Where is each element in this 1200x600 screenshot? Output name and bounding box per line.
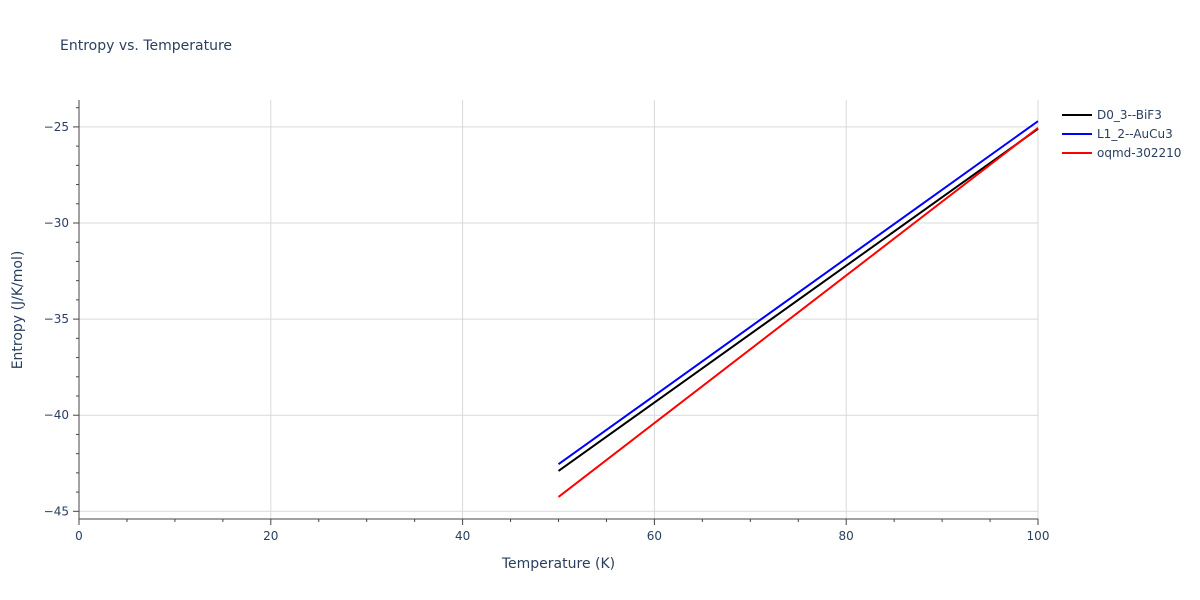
legend-item[interactable]: L1_2--AuCu3 [1062, 127, 1173, 141]
series-line-L1_2--AuCu3 [557, 120, 1039, 466]
y-tick-label: −40 [44, 408, 69, 422]
y-tick-label: −30 [44, 216, 69, 230]
y-tick-label: −45 [44, 504, 69, 518]
x-tick-label: 60 [647, 529, 662, 543]
legend-item[interactable]: D0_3--BiF3 [1062, 108, 1162, 122]
legend[interactable]: D0_3--BiF3 L1_2--AuCu3 oqmd-302210 [1062, 108, 1181, 160]
y-tick-label: −25 [44, 120, 69, 134]
series-line-D0_3--BiF3 [557, 128, 1039, 472]
x-tick-label: 100 [1027, 529, 1050, 543]
ticks: 0 20 40 60 80 100 −45 −40 −35 −30 −25 [44, 107, 1050, 543]
legend-label: D0_3--BiF3 [1097, 108, 1162, 122]
x-tick-label: 40 [455, 529, 470, 543]
legend-item[interactable]: oqmd-302210 [1062, 146, 1181, 160]
series-line-oqmd-302210 [557, 127, 1039, 498]
x-tick-label: 20 [263, 529, 278, 543]
chart-title: Entropy vs. Temperature [60, 38, 232, 54]
legend-label: oqmd-302210 [1097, 146, 1181, 160]
x-tick-label: 80 [839, 529, 854, 543]
y-axis-title: Entropy (J/K/mol) [10, 251, 26, 370]
x-axis-title: Temperature (K) [501, 556, 615, 572]
grid [79, 100, 1039, 519]
legend-label: L1_2--AuCu3 [1097, 127, 1173, 141]
series-lines [557, 120, 1039, 498]
y-tick-label: −35 [44, 312, 69, 326]
axes [78, 100, 1038, 520]
x-tick-label: 0 [75, 529, 83, 543]
